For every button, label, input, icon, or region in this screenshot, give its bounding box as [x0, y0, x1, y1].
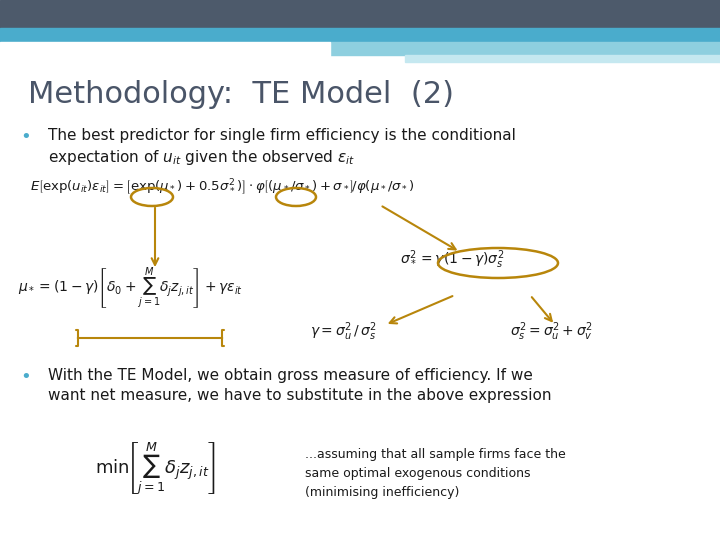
- Text: $\mathrm{min}\!\left[\sum_{j=1}^{M} \delta_j z_{j,it}\right]$: $\mathrm{min}\!\left[\sum_{j=1}^{M} \del…: [95, 440, 216, 497]
- Text: $\mu_* = (1-\gamma)\left[\delta_0 + \sum_{j=1}^{M} \delta_j z_{j,it}\right] + \g: $\mu_* = (1-\gamma)\left[\delta_0 + \sum…: [18, 265, 243, 311]
- Text: $\sigma_*^2 = \gamma(1-\gamma)\sigma_s^2$: $\sigma_*^2 = \gamma(1-\gamma)\sigma_s^2…: [400, 248, 505, 271]
- Text: With the TE Model, we obtain gross measure of efficiency. If we: With the TE Model, we obtain gross measu…: [48, 368, 533, 383]
- Text: $\gamma = \sigma_u^2\,/\,\sigma_s^2$: $\gamma = \sigma_u^2\,/\,\sigma_s^2$: [310, 320, 377, 342]
- Text: ...assuming that all sample firms face the
same optimal exogenous conditions
(mi: ...assuming that all sample firms face t…: [305, 448, 566, 499]
- Text: $\sigma_s^2 = \sigma_u^2 + \sigma_v^2$: $\sigma_s^2 = \sigma_u^2 + \sigma_v^2$: [510, 320, 593, 342]
- Bar: [405, 55, 720, 62]
- Text: The best predictor for single firm efficiency is the conditional: The best predictor for single firm effic…: [48, 128, 516, 143]
- Text: want net measure, we have to substitute in the above expression: want net measure, we have to substitute …: [48, 388, 552, 403]
- Bar: [0, 28, 720, 42]
- Bar: [330, 42, 720, 55]
- Bar: [0, 42, 330, 62]
- Text: expectation of $u_{it}$ given the observed $\varepsilon_{it}$: expectation of $u_{it}$ given the observ…: [48, 148, 355, 167]
- Bar: [0, 0, 720, 28]
- Text: Methodology:  TE Model  (2): Methodology: TE Model (2): [28, 80, 454, 109]
- Text: •: •: [20, 128, 31, 146]
- Text: •: •: [20, 368, 31, 386]
- Text: $E\left[\exp(u_{it})\varepsilon_{it}\right] = \left[\exp(\mu_*)+0.5\sigma^2_*)\r: $E\left[\exp(u_{it})\varepsilon_{it}\rig…: [30, 178, 415, 198]
